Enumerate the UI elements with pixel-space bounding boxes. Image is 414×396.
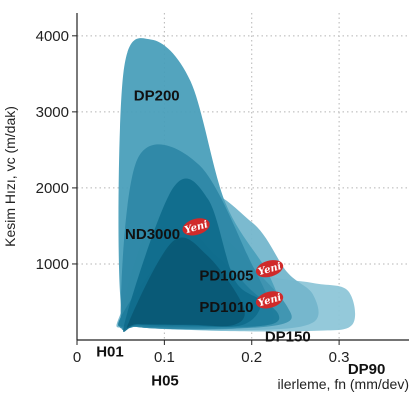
yeni-badge: Yeni [255,291,284,309]
y-tick-label-1000: 1000 [36,256,69,273]
region-label-dp150: DP150 [265,329,311,346]
region-label-pd1005: PD1005 [199,268,253,285]
yeni-badge-shape [182,218,210,236]
yeni-badge: Yeni [182,218,210,236]
region-label-dp90: DP90 [348,361,386,378]
region-h05 [126,237,245,328]
x-tick-label-0: 0 [73,349,81,366]
y-tick-label-2000: 2000 [36,180,69,197]
x-tick-label-0-2: 0.2 [241,349,262,366]
region-label-h05: H05 [151,373,179,390]
y-axis-label: Kesim Hızı, vc (m/dak) [2,106,18,247]
yeni-badge: Yeni [255,260,284,278]
x-tick-label-0-3: 0.3 [329,349,350,366]
y-tick-label-3000: 3000 [36,104,69,121]
axes [76,13,409,341]
yeni-badge-shape [255,291,284,309]
tick-labels: 0 0.1 0.2 0.3 1000 2000 3000 4000 [36,28,350,366]
region-label-dp200: DP200 [134,87,180,104]
x-tick-label-0-1: 0.1 [154,349,175,366]
yeni-badge-shape [255,260,284,278]
regions [116,38,356,333]
x-axis-label: ilerleme, fn (mm/dev) [278,376,409,392]
region-label-h01: H01 [96,344,124,361]
y-tick-label-4000: 4000 [36,28,69,45]
region-label-pd1010: PD1010 [199,299,253,316]
region-label-nd3000: ND3000 [125,226,180,243]
